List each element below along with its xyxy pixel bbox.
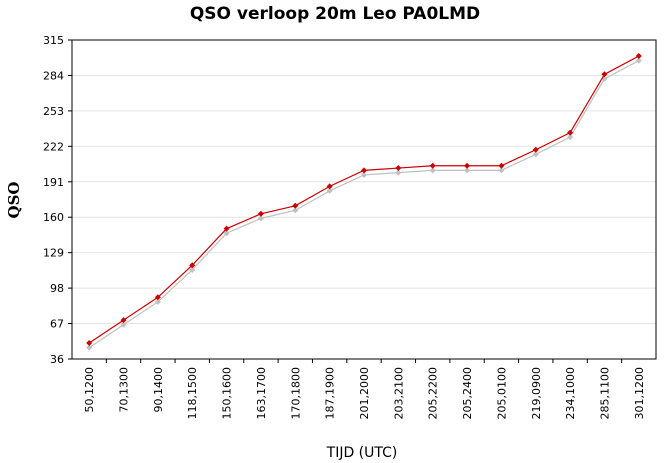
y-tick-label: 284: [43, 69, 64, 82]
x-tick-label: 170,1800: [289, 367, 302, 420]
data-point-1: [120, 321, 127, 328]
grid-lines: [72, 74, 656, 325]
data-point-1: [635, 57, 642, 64]
series-line-1: [88, 60, 640, 349]
y-tick-label: 191: [43, 176, 64, 189]
x-tick-label: 70,1300: [118, 367, 131, 413]
y-tick-label: 253: [43, 105, 64, 118]
y-tick-label: 315: [43, 34, 64, 47]
y-tick-label: 67: [50, 318, 64, 331]
data-point-0: [154, 294, 161, 301]
plot-frame: [71, 39, 657, 360]
x-tick-label: 150,1600: [221, 367, 234, 420]
y-tick-label: 98: [50, 282, 64, 295]
y-axis-title: QSO: [5, 181, 23, 219]
data-point-1: [361, 171, 367, 178]
data-point-1: [429, 167, 436, 174]
data-point-0: [361, 167, 367, 174]
data-point-1: [257, 215, 264, 222]
data-point-0: [395, 165, 402, 172]
x-tick-label: 203,2100: [392, 367, 405, 420]
x-axis-title: TIJD (UTC): [326, 445, 398, 461]
data-point-0: [86, 339, 93, 346]
data-point-0: [635, 53, 642, 60]
data-point-0: [429, 162, 436, 169]
data-point-1: [567, 134, 574, 141]
data-point-1: [292, 207, 299, 214]
data-point-0: [498, 162, 505, 169]
data-point-1: [154, 298, 161, 305]
data-point-0: [532, 146, 539, 153]
x-tick-label: 118,1500: [186, 367, 199, 420]
data-point-1: [532, 151, 539, 158]
x-tick-label: 50,1200: [83, 367, 96, 413]
x-axis-ticks: 50,1200 70,1300 90,1400 118,1500 150,1600 163…: [83, 359, 646, 420]
y-tick-label: 160: [43, 211, 64, 224]
data-point-1: [326, 187, 333, 194]
x-tick-label: 90,1400: [152, 367, 165, 413]
x-tick-label: 234,1000: [564, 367, 577, 420]
data-point-1: [498, 167, 505, 174]
data-point-0: [120, 317, 127, 324]
series-lines: [86, 53, 642, 351]
x-tick-label: 219,0900: [530, 367, 543, 420]
data-point-1: [395, 169, 402, 176]
data-point-0: [223, 225, 230, 232]
data-point-1: [223, 230, 230, 237]
data-point-0: [292, 202, 299, 209]
x-tick-label: 205,0100: [495, 367, 508, 420]
x-tick-label: 163,1700: [255, 367, 268, 420]
data-point-0: [601, 71, 608, 78]
data-point-0: [567, 129, 574, 136]
data-point-1: [86, 344, 93, 351]
data-point-1: [189, 266, 196, 273]
y-tick-label: 222: [43, 140, 64, 153]
x-tick-label: 285,1100: [598, 367, 611, 420]
data-point-0: [189, 262, 196, 269]
x-tick-label: 201,2000: [358, 367, 371, 420]
chart-title: QSO verloop 20m Leo PA0LMD: [189, 4, 481, 24]
x-tick-label: 301,1200: [633, 367, 646, 420]
data-point-1: [464, 167, 471, 174]
x-tick-label: 187,1900: [324, 367, 337, 420]
data-point-0: [326, 183, 333, 190]
y-tick-label: 36: [50, 353, 64, 366]
x-tick-label: 205,2400: [461, 367, 474, 420]
series-line-0: [88, 55, 640, 344]
data-point-0: [464, 162, 471, 169]
x-tick-label: 205,2200: [427, 367, 440, 420]
y-tick-label: 129: [43, 247, 64, 260]
y-axis-ticks: 315 284 253 222 191 160 129 98 67 36: [43, 34, 72, 366]
data-point-0: [257, 210, 264, 217]
